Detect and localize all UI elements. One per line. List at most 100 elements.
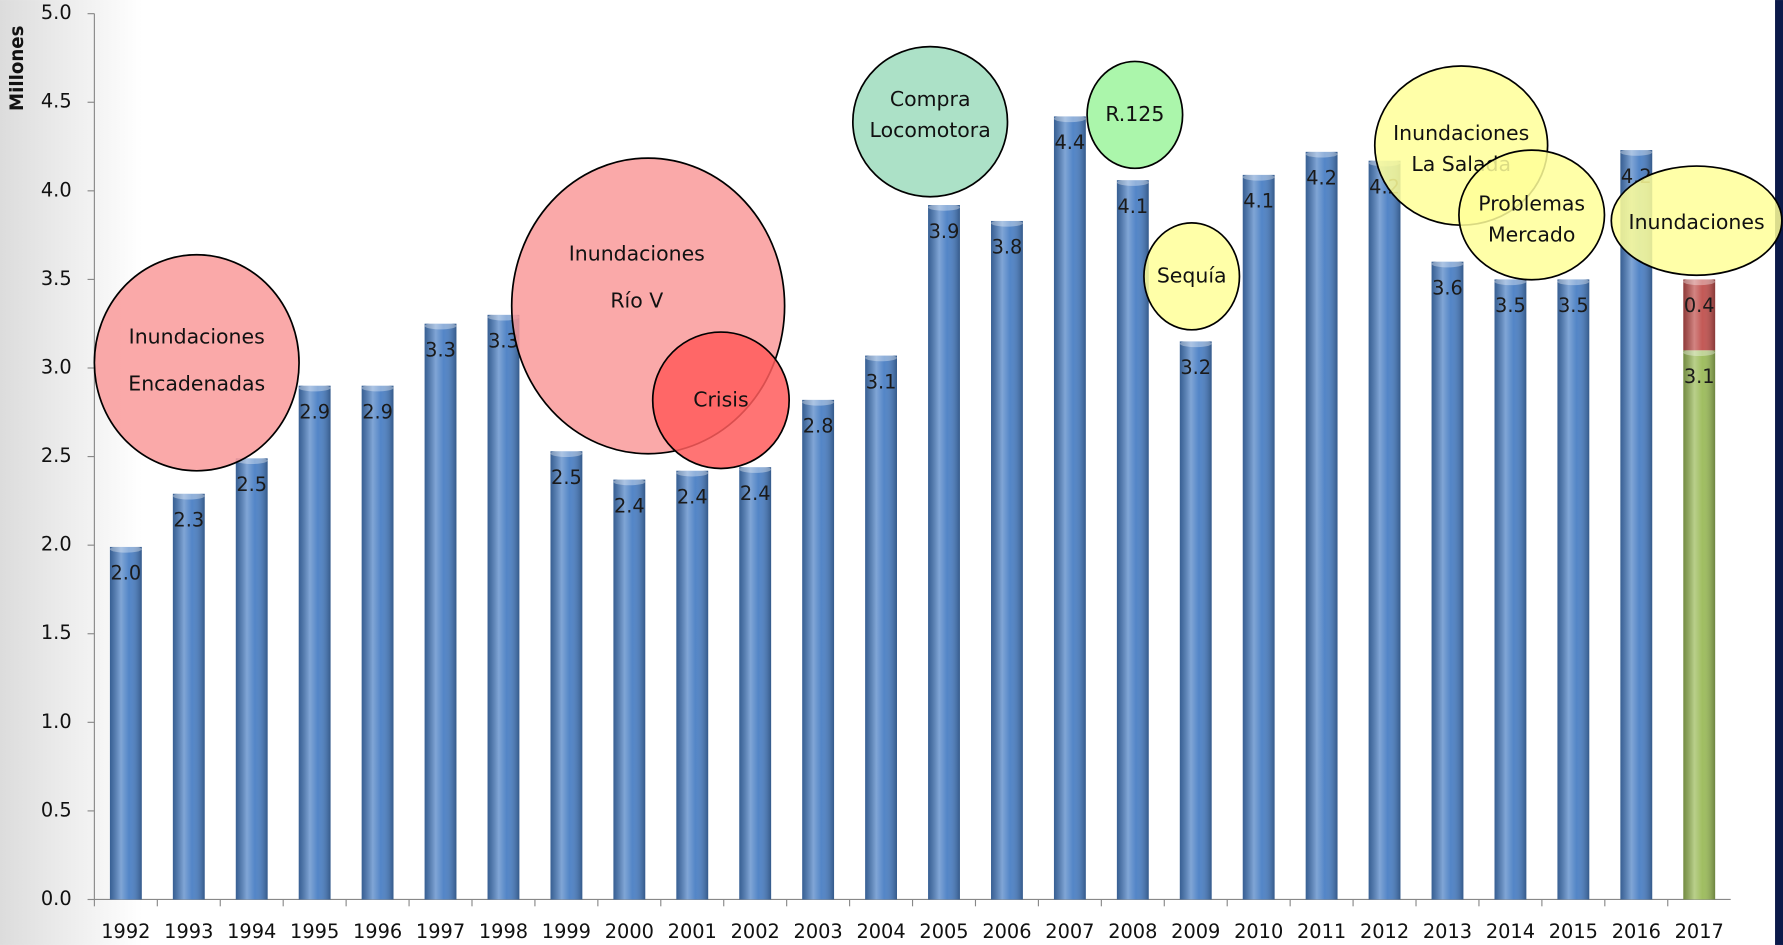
x-tick-label: 2012 (1360, 920, 1409, 943)
x-tick-label: 2010 (1234, 920, 1283, 943)
bar-cap (298, 384, 331, 392)
bar-shading (235, 458, 268, 900)
x-tick-label: 1999 (542, 920, 591, 943)
bar-cap (1053, 115, 1086, 123)
bar-shading (928, 205, 960, 900)
annotation-text: Inundaciones (569, 242, 705, 266)
bar-shading (1683, 350, 1716, 900)
bar-cap (109, 545, 142, 553)
bar-cap (1431, 260, 1464, 268)
value-label: 2.5 (236, 473, 267, 496)
bar-shading (487, 314, 520, 900)
bar-cap (172, 492, 205, 500)
value-label: 4.2 (1306, 167, 1337, 190)
x-tick-label: 2006 (982, 920, 1031, 943)
value-label: 3.2 (1180, 356, 1211, 379)
y-tick-label: 2.5 (41, 444, 72, 467)
x-tick-label: 2014 (1486, 920, 1535, 943)
annotation-bubble (1143, 222, 1241, 331)
value-label: 2.3 (173, 509, 204, 532)
y-tick-label: 1.0 (41, 710, 72, 733)
x-tick-label: 2017 (1675, 920, 1724, 943)
bar-shading (1116, 180, 1149, 900)
bar-cap (739, 466, 772, 473)
bar-cap (865, 354, 897, 362)
annotation-bubble (1610, 165, 1783, 277)
x-tick-label: 1992 (101, 920, 150, 943)
value-label: 3.1 (1684, 365, 1715, 388)
y-axis-label: Millones (7, 26, 28, 111)
bar-shading (172, 493, 205, 900)
bar-shading (1179, 341, 1212, 900)
annotation-text: Mercado (1488, 222, 1575, 246)
bar-shading (739, 467, 772, 900)
bar-shading (802, 399, 835, 900)
value-label: 2.4 (614, 494, 645, 517)
bar-shading (1557, 279, 1590, 900)
annotation-text: Locomotora (870, 118, 991, 142)
x-tick-label: 2005 (919, 920, 968, 943)
bar-cap (1179, 340, 1212, 348)
value-label: 4.1 (1243, 190, 1274, 213)
annotation-text: Inundaciones (129, 325, 265, 349)
value-label: 3.3 (425, 338, 456, 361)
bar-cap (1116, 179, 1149, 186)
bar-cap (1683, 349, 1716, 356)
value-label: 0.4 (1684, 294, 1715, 317)
x-tick-label: 1996 (353, 920, 402, 943)
x-tick-label: 1994 (227, 920, 276, 943)
bar-cap (1242, 173, 1275, 181)
bar-cap (613, 478, 646, 486)
x-tick-label: 1993 (164, 920, 213, 943)
edge-strip (1775, 0, 1783, 945)
value-label: 2.4 (740, 482, 771, 505)
bar-shading (865, 355, 897, 900)
y-tick-label: 2.0 (41, 533, 72, 556)
bar-cap (361, 384, 394, 392)
x-tick-label: 2013 (1423, 920, 1472, 943)
bar-shading (298, 385, 331, 900)
bar-cap (802, 398, 835, 406)
y-tick-label: 0.0 (41, 887, 72, 910)
annotation-text: Encadenadas (128, 371, 265, 395)
bar-cap (991, 219, 1023, 227)
bar-shading (1368, 160, 1401, 900)
y-tick-label: 0.5 (41, 798, 72, 821)
y-tick-label: 4.5 (41, 90, 72, 113)
x-tick-label: 2015 (1549, 920, 1598, 943)
value-label: 2.0 (110, 562, 141, 585)
value-label: 3.8 (992, 236, 1023, 259)
y-tick-label: 3.0 (41, 355, 72, 378)
y-tick-label: 1.5 (41, 621, 72, 644)
bar-cap (676, 469, 709, 477)
annotation-text: Inundaciones (1629, 210, 1765, 234)
x-tick-label: 2000 (605, 920, 654, 943)
annotation-bubble (851, 45, 1009, 198)
x-tick-label: 2002 (731, 920, 780, 943)
annotation-text: Inundaciones (1393, 121, 1529, 145)
bar-cap (550, 450, 583, 457)
value-label: 2.9 (362, 401, 393, 424)
bar-cap (1620, 148, 1653, 156)
x-tick-label: 2003 (794, 920, 843, 943)
value-label: 2.9 (299, 401, 330, 424)
annotation-bubble (651, 331, 791, 470)
value-label: 3.5 (1495, 294, 1526, 317)
value-label: 4.4 (1054, 131, 1085, 154)
x-tick-label: 2009 (1171, 920, 1220, 943)
bar-shading (109, 546, 142, 900)
bar-shading (1683, 279, 1716, 351)
bar-shading (1494, 279, 1527, 900)
annotation-text: Río V (610, 288, 663, 312)
y-tick-label: 3.5 (41, 267, 72, 290)
bar-shading (1431, 261, 1464, 900)
value-label: 4.1 (1117, 195, 1148, 218)
annotation-bubble (1086, 60, 1184, 170)
bar-shading (1305, 151, 1338, 900)
bar-shading (991, 220, 1023, 900)
bar-shading (1053, 116, 1086, 900)
annotation-text: Compra (890, 87, 971, 111)
bar-cap (424, 322, 457, 330)
annotation-text: Sequía (1157, 263, 1227, 287)
